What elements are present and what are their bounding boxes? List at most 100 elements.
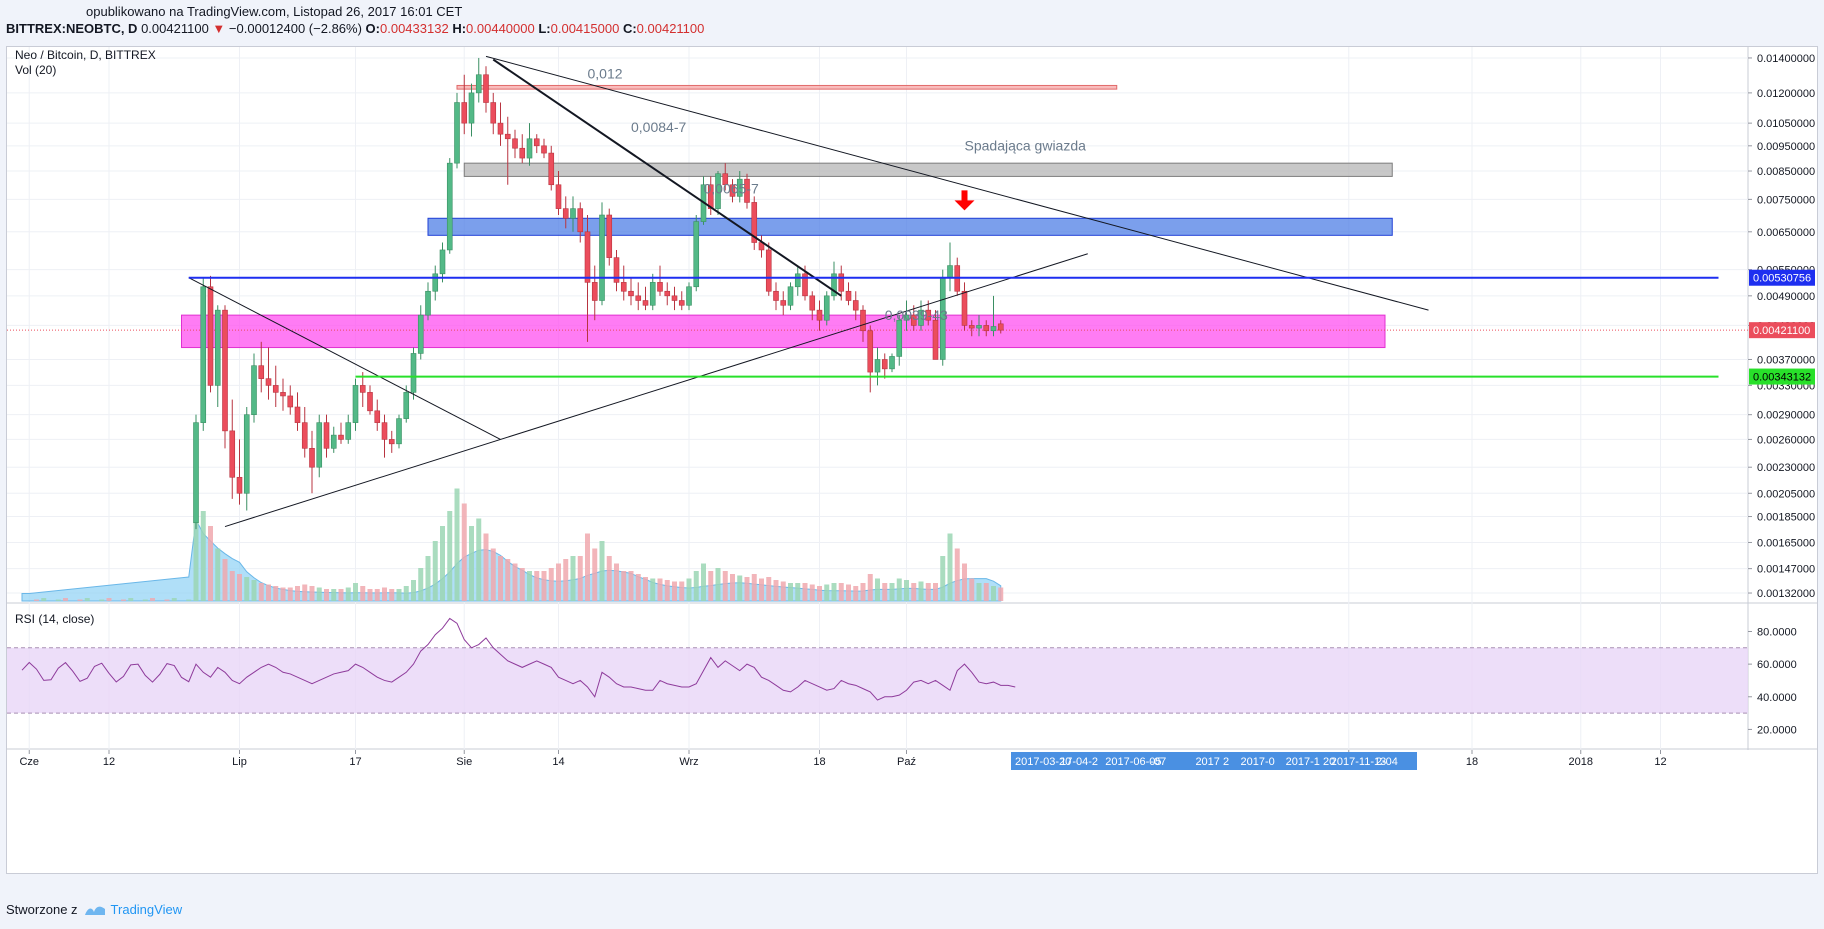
candle-body <box>722 173 729 186</box>
volume-bar <box>505 559 511 601</box>
volume-bar <box>925 583 931 601</box>
close-label: C: <box>622 21 637 36</box>
time-tick-label: 17 <box>349 756 361 768</box>
price-chart-svg[interactable]: 0.01400000 0.01200000 0.01050000 0.00950000… <box>7 47 1817 873</box>
symbol-label: BITTREX:NEOBTC, D <box>6 21 138 36</box>
time-tick-label: 18 <box>813 756 825 768</box>
volume-bar <box>295 586 300 601</box>
candle-body <box>780 300 787 306</box>
volume-bar <box>534 571 540 601</box>
candle-body <box>802 273 808 297</box>
volume-bar <box>222 559 228 601</box>
candle-body <box>845 290 852 301</box>
time-range-label: 2-04 <box>1376 756 1398 768</box>
candle-body <box>925 309 932 321</box>
time-tick-label: 14 <box>552 756 564 768</box>
volume-bar <box>237 574 242 601</box>
volume-bar <box>490 548 496 601</box>
candle-body <box>852 300 859 311</box>
candle-body <box>693 221 700 288</box>
volume-bar <box>882 583 888 601</box>
volume-bar <box>164 599 170 601</box>
candle-body <box>236 476 243 494</box>
volume-bar <box>331 589 337 601</box>
candle-body <box>301 422 308 449</box>
candle-body <box>570 208 576 219</box>
volume-bar <box>121 599 126 601</box>
time-tick-label: Sie <box>456 756 472 768</box>
volume-bar <box>338 589 344 601</box>
candle-body <box>193 422 199 524</box>
zone-gray <box>463 162 1393 177</box>
volume-bar <box>186 599 192 601</box>
candle-body <box>606 214 613 258</box>
candle-body <box>686 286 692 306</box>
volume-bar <box>106 598 112 601</box>
rsi-tick-label: 40.0000 <box>1757 692 1797 704</box>
volume-bar <box>389 589 395 601</box>
high-label: H: <box>452 21 467 36</box>
candle-body <box>889 356 895 370</box>
volume-bar <box>367 589 373 601</box>
volume-bar <box>838 583 844 601</box>
price-tick-label: 0.00290000 <box>1757 410 1815 422</box>
volume-bar <box>875 578 880 601</box>
candle-body <box>519 147 526 159</box>
volume-bar <box>889 583 895 601</box>
volume-bar <box>374 589 380 601</box>
volume-bar <box>795 583 801 601</box>
volume-bar <box>947 533 953 601</box>
candle-body <box>678 300 685 306</box>
volume-bar <box>954 548 960 601</box>
volume-bar <box>809 584 815 601</box>
volume-bar <box>411 580 416 601</box>
volume-bar <box>983 583 989 601</box>
chart-container[interactable]: 0.01400000 0.01200000 0.01050000 0.00950000… <box>6 46 1818 874</box>
trend-line-thick-downtrend <box>492 58 842 297</box>
candle-body <box>765 249 772 292</box>
volume-bar <box>548 568 554 601</box>
volume-bar <box>788 583 793 601</box>
candle-body <box>504 133 511 140</box>
candle-body <box>265 378 272 386</box>
zone-red <box>456 84 1118 90</box>
volume-bar <box>34 599 39 601</box>
candle-body <box>512 138 518 149</box>
candle-body <box>736 178 743 197</box>
time-range-label: 17-04-2 <box>1060 756 1098 768</box>
price-badge <box>1749 322 1815 339</box>
volume-bar <box>280 587 286 601</box>
volume-bar <box>396 589 402 601</box>
volume-bar <box>751 574 757 601</box>
candle-body <box>417 314 424 354</box>
candle-body <box>533 138 540 147</box>
price-badge <box>1749 368 1815 385</box>
price-tick-label: 0.00950000 <box>1757 141 1815 153</box>
volume-bar <box>316 587 322 601</box>
tradingview-link[interactable]: TradingView <box>84 902 182 917</box>
volume-bar <box>621 571 627 601</box>
volume-bar <box>483 533 489 601</box>
price-tick-label: 0.00147000 <box>1757 564 1815 576</box>
volume-bar <box>686 578 692 601</box>
price-tick-label: 0.00185000 <box>1757 512 1815 524</box>
candle-body <box>823 295 830 321</box>
volume-bar <box>84 598 90 601</box>
candle-body <box>359 385 366 393</box>
price-badge-label: 0.00530756 <box>1753 273 1811 285</box>
volume-bar <box>360 586 366 601</box>
candle-body <box>367 392 373 412</box>
price-badge-label: 0.00421100 <box>1753 325 1810 337</box>
candle-body <box>809 295 816 311</box>
candle-body <box>541 145 547 154</box>
volume-bar <box>693 571 699 601</box>
volume-bar <box>773 580 779 601</box>
volume-bar <box>63 598 68 601</box>
volume-bar <box>867 574 873 601</box>
volume-bar <box>853 586 859 601</box>
volume-bar <box>643 577 648 601</box>
volume-bar <box>701 563 706 601</box>
candle-body <box>497 122 504 135</box>
volume-bar <box>461 503 467 601</box>
price-tick-label: 0.00490000 <box>1757 291 1815 303</box>
